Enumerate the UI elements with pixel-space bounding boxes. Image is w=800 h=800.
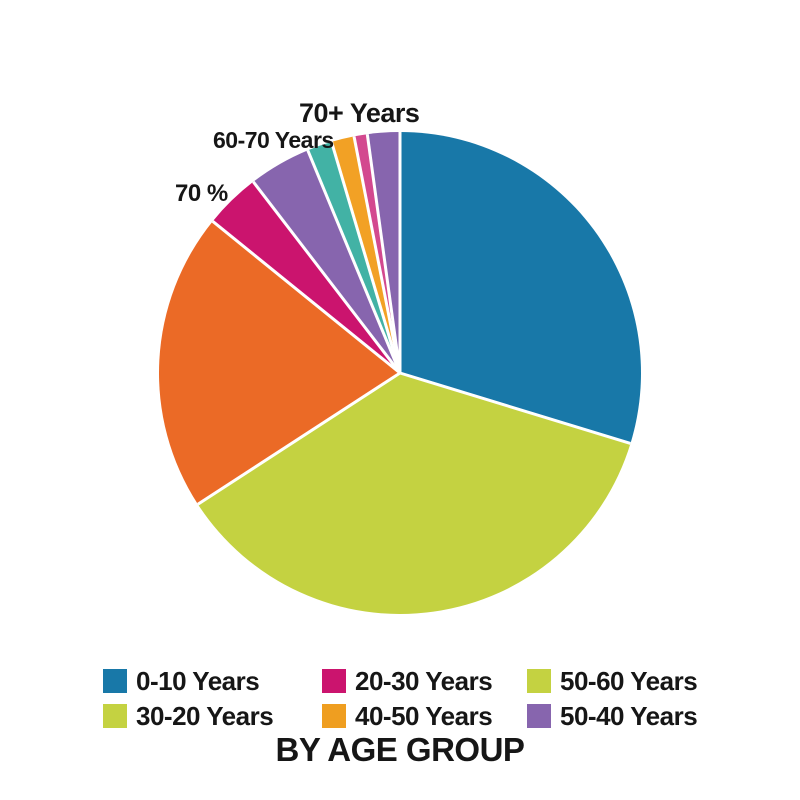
slice-divider [399,371,631,445]
legend-label: 40-50 Years [355,700,493,731]
slice-divider [197,371,401,506]
annotation-60-70-years: 60-70 Years [213,127,334,153]
legend-label: 50-60 Years [560,665,698,696]
legend-item-40-50-years: 40-50 Years [322,700,527,731]
legend-swatch-purple [527,703,551,728]
slice-divider [252,180,402,374]
slice-divider [211,220,401,375]
legend-swatch-yellow-green-2 [103,703,127,728]
slice-divider [330,141,402,374]
legend-label: 50-40 Years [560,700,698,731]
legend-item-30-20-years: 30-20 Years [103,700,322,731]
legend-swatch-magenta [322,668,346,693]
slice-divider [365,134,402,374]
pie-slice [400,132,642,444]
pie-slice [197,373,631,615]
legend-label: 20-30 Years [355,665,493,696]
legend-item-20-30-years: 20-30 Years [322,665,527,696]
legend-item-0-10-years: 0-10 Years [103,665,322,696]
legend-item-50-60-years: 50-60 Years [527,665,743,696]
legend-label: 0-10 Years [136,665,260,696]
chart-title: BY AGE GROUP [275,731,525,768]
legend-swatch-yellow-green [527,668,551,693]
slice-divider [352,136,402,374]
legend-item-50-40-years: 50-40 Years [527,700,743,731]
legend-swatch-orange [322,703,346,728]
legend-swatch-blue [103,668,127,693]
annotation-70-percent: 70 % [175,180,228,207]
legend: 0-10 Years 20-30 Years 50-60 Years 30-20… [103,665,743,731]
pie-slice [158,221,400,505]
legend-label: 30-20 Years [136,700,274,731]
annotation-70plus-years: 70+ Years [299,98,420,128]
pie-slice [212,181,400,373]
slice-divider [306,149,402,374]
pie-slice [253,150,400,373]
